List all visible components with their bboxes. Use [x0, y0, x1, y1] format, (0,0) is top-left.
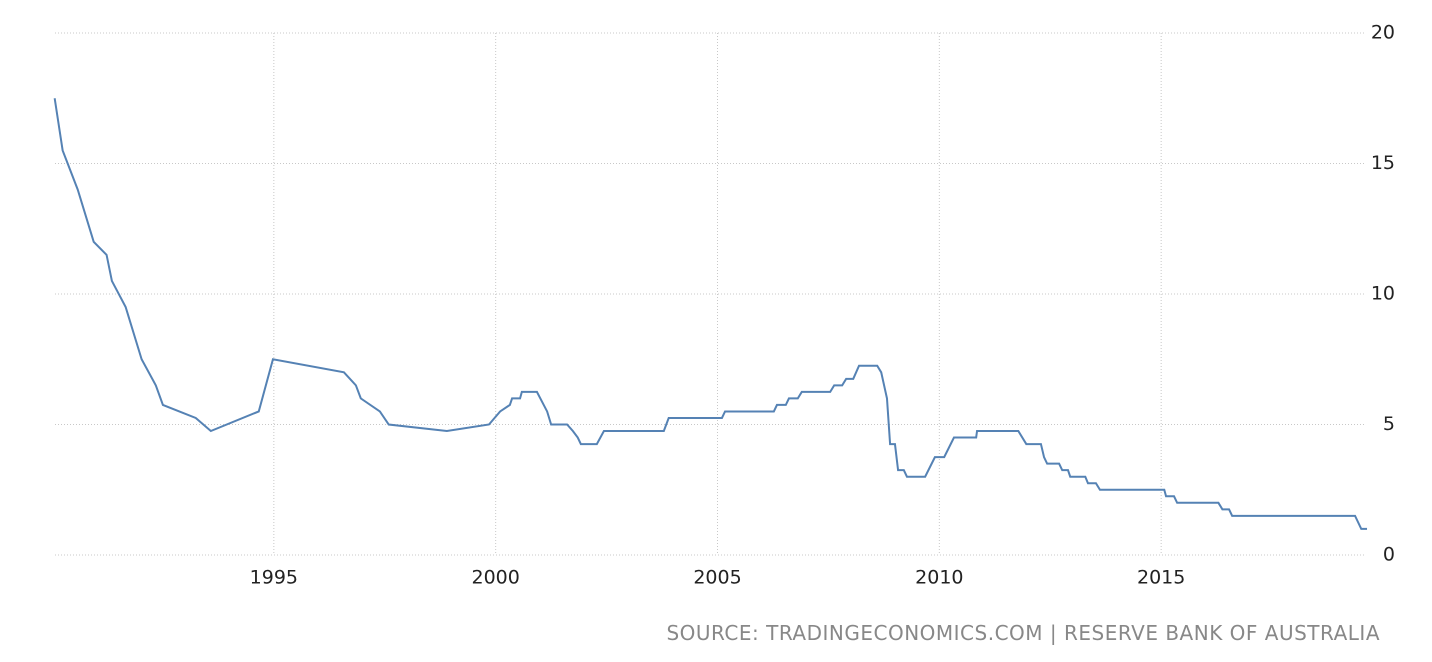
x-tick-label: 1995 [250, 567, 298, 589]
source-note: SOURCE: TRADINGECONOMICS.COM | RESERVE B… [666, 621, 1380, 645]
y-tick-label: 20 [1371, 22, 1395, 44]
x-tick-label: 2010 [915, 567, 963, 589]
data-line [53, 98, 1368, 530]
y-tick-label: 15 [1371, 152, 1395, 174]
y-tick-label: 5 [1383, 413, 1395, 435]
x-tick-label: 2000 [471, 567, 519, 589]
x-tick-label: 2005 [693, 567, 741, 589]
y-tick-label: 0 [1383, 544, 1395, 566]
y-tick-label: 10 [1371, 283, 1395, 305]
x-tick-label: 2015 [1137, 567, 1185, 589]
